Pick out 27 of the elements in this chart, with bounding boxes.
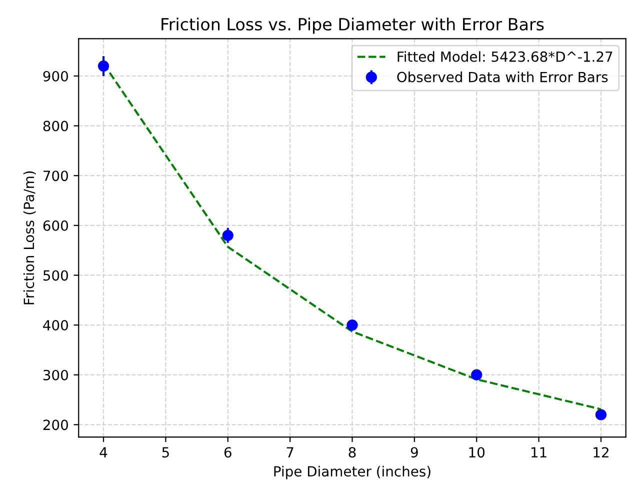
- y-tick-label: 900: [43, 70, 68, 82]
- y-tick-label: 800: [43, 120, 68, 132]
- y-tick-label: 600: [43, 220, 68, 231]
- x-tick-label: 5: [162, 447, 169, 458]
- x-tick-label: 10: [469, 447, 485, 458]
- y-tick-label: 500: [43, 270, 68, 281]
- x-tick-label: 7: [286, 447, 294, 458]
- x-tick-label: 4: [100, 447, 108, 458]
- y-tick-label: 300: [43, 370, 68, 380]
- y-tick-label: 200: [43, 420, 68, 430]
- chart-title: Friction Loss vs. Pipe Diameter with Error Bars: [162, 18, 544, 34]
- point: [98, 60, 110, 72]
- x-tick-label: 6: [224, 447, 232, 458]
- point: [471, 369, 482, 380]
- point: [222, 230, 234, 241]
- x-axis-title: Pipe Diameter (inches): [274, 466, 430, 480]
- x-tick-label: 12: [594, 447, 608, 458]
- legend-label: Fitted Model: 5423.68*D^-1.27: [398, 51, 612, 62]
- y-axis-title: Friction Loss (Pa/m): [23, 171, 36, 304]
- x-tick-label: 8: [348, 447, 356, 458]
- x-tick-label: 11: [531, 447, 546, 458]
- y-tick-label: 700: [44, 170, 68, 182]
- x-tick-label: 9: [410, 447, 418, 458]
- point: [595, 409, 607, 420]
- y-tick-label: 400: [43, 320, 68, 331]
- point: [346, 319, 358, 331]
- legend-label: Observed Data with Error Bars: [397, 72, 608, 82]
